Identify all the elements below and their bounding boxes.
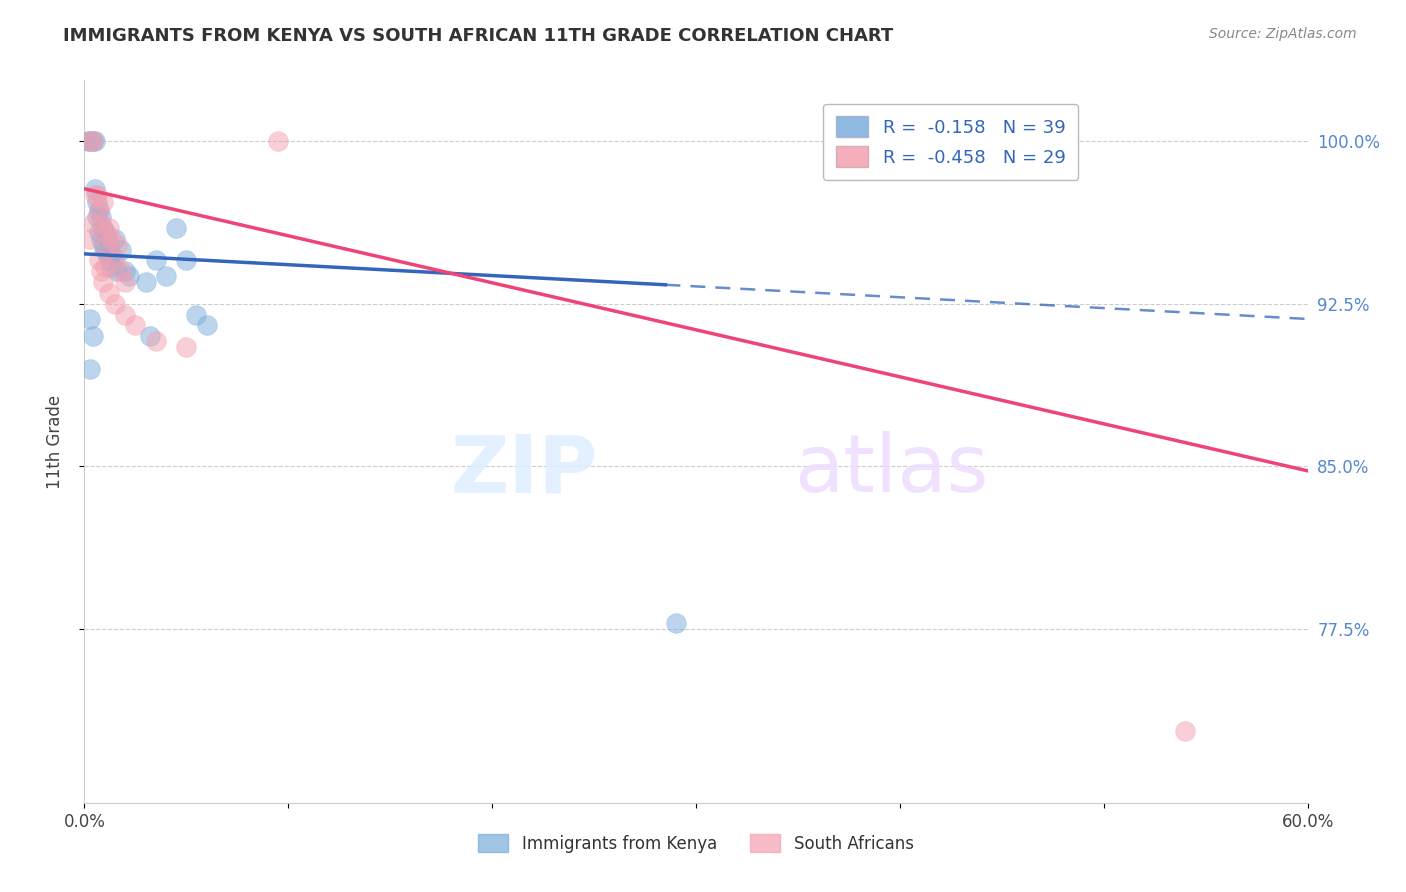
Point [105,264,128,278]
Point [118,268,141,283]
Point [104,232,127,246]
Point [114,308,136,322]
Point [83,182,105,196]
Point [100,260,122,274]
Point [174,253,197,268]
Point [87,225,110,239]
Point [114,275,136,289]
Point [174,340,197,354]
Point [665,615,688,630]
Point [77,134,100,148]
Point [104,253,127,268]
Point [100,232,122,246]
Point [165,220,187,235]
Point [145,334,167,348]
Point [83,188,105,202]
Point [104,297,127,311]
Point [97,253,120,268]
Point [124,318,146,333]
Point [82,329,104,343]
Text: Source: ZipAtlas.com: Source: ZipAtlas.com [1209,27,1357,41]
Point [186,308,208,322]
Point [97,285,120,300]
Point [79,134,101,148]
Point [267,134,290,148]
Point [86,188,108,202]
Point [79,362,101,376]
Point [82,217,104,231]
Point [100,247,122,261]
Point [138,329,160,343]
Point [91,220,114,235]
Point [135,275,157,289]
Point [87,203,110,218]
Point [79,312,101,326]
Point [82,134,104,148]
Point [83,134,105,148]
Point [114,264,136,278]
Text: ZIP: ZIP [451,432,598,509]
Y-axis label: 11th Grade: 11th Grade [45,394,63,489]
Point [86,210,108,224]
Point [110,264,132,278]
Point [1174,724,1197,739]
Point [93,225,115,239]
Point [87,203,110,218]
Point [86,194,108,209]
Point [96,247,118,261]
Point [195,318,218,333]
Point [90,264,112,278]
Text: IMMIGRANTS FROM KENYA VS SOUTH AFRICAN 11TH GRADE CORRELATION CHART: IMMIGRANTS FROM KENYA VS SOUTH AFRICAN 1… [63,27,894,45]
Point [87,253,110,268]
Point [97,238,120,252]
Point [79,232,101,246]
Point [97,220,120,235]
Point [96,238,118,252]
Point [110,243,132,257]
Point [155,268,177,283]
Point [91,275,114,289]
Point [90,232,112,246]
Point [91,194,114,209]
Point [93,225,115,239]
Point [90,210,112,224]
Point [96,232,118,246]
Point [82,134,104,148]
Text: atlas: atlas [794,432,988,509]
Point [93,243,115,257]
Legend: Immigrants from Kenya, South Africans: Immigrants from Kenya, South Africans [471,828,921,860]
Point [101,253,124,268]
Point [91,238,114,252]
Point [93,260,115,274]
Point [105,238,128,252]
Point [145,253,167,268]
Point [90,217,112,231]
Point [79,134,101,148]
